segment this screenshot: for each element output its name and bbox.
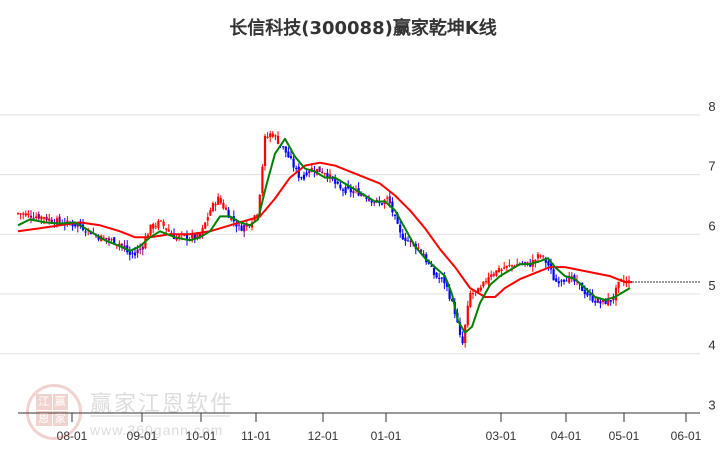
y-axis: 3 4 5 6 7 8 <box>708 99 715 412</box>
ma-line <box>17 137 631 334</box>
x-tick-label: 01-01 <box>371 429 402 443</box>
watermark-seal: 江 赢 恩 家 <box>36 394 68 426</box>
x-tick-label: 04-01 <box>551 429 582 443</box>
x-tick-label: 03-01 <box>486 429 517 443</box>
y-tick-label: 7 <box>708 159 715 174</box>
grid-lines <box>0 114 700 355</box>
watermark-url: www.360gann.com <box>90 422 224 438</box>
watermark: 江 赢 恩 家 赢家江恩软件 www.360gann.com <box>18 382 238 442</box>
x-axis: 08-01 09-01 10-01 11-01 12-01 01-01 03-01 04-01… <box>18 412 702 443</box>
watermark-divider <box>90 415 230 417</box>
y-tick-label: 6 <box>708 218 715 233</box>
x-tick-label: 12-01 <box>308 429 339 443</box>
y-tick-label: 8 <box>708 99 715 114</box>
x-tick-label: 10-01 <box>186 429 217 443</box>
watermark-seal-icon <box>26 384 82 440</box>
x-tick-label: 06-01 <box>671 429 702 443</box>
y-tick-label: 4 <box>708 338 715 353</box>
x-tick-label: 09-01 <box>127 429 158 443</box>
x-tick-label: 05-01 <box>609 429 640 443</box>
x-tick-label: 11-01 <box>241 429 271 443</box>
ma-line <box>17 161 632 298</box>
y-tick-label: 5 <box>708 278 715 293</box>
chart-title: 长信科技(300088)赢家乾坤K线 <box>229 18 497 39</box>
watermark-brand: 赢家江恩软件 <box>90 392 235 417</box>
moving-averages <box>17 137 632 334</box>
y-tick-label: 3 <box>708 397 715 412</box>
